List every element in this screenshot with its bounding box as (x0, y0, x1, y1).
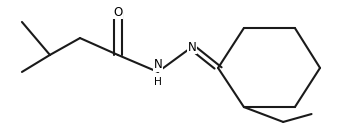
Text: N: N (188, 40, 196, 54)
Text: H: H (154, 77, 162, 87)
Text: O: O (113, 5, 122, 19)
Text: N: N (154, 58, 162, 71)
